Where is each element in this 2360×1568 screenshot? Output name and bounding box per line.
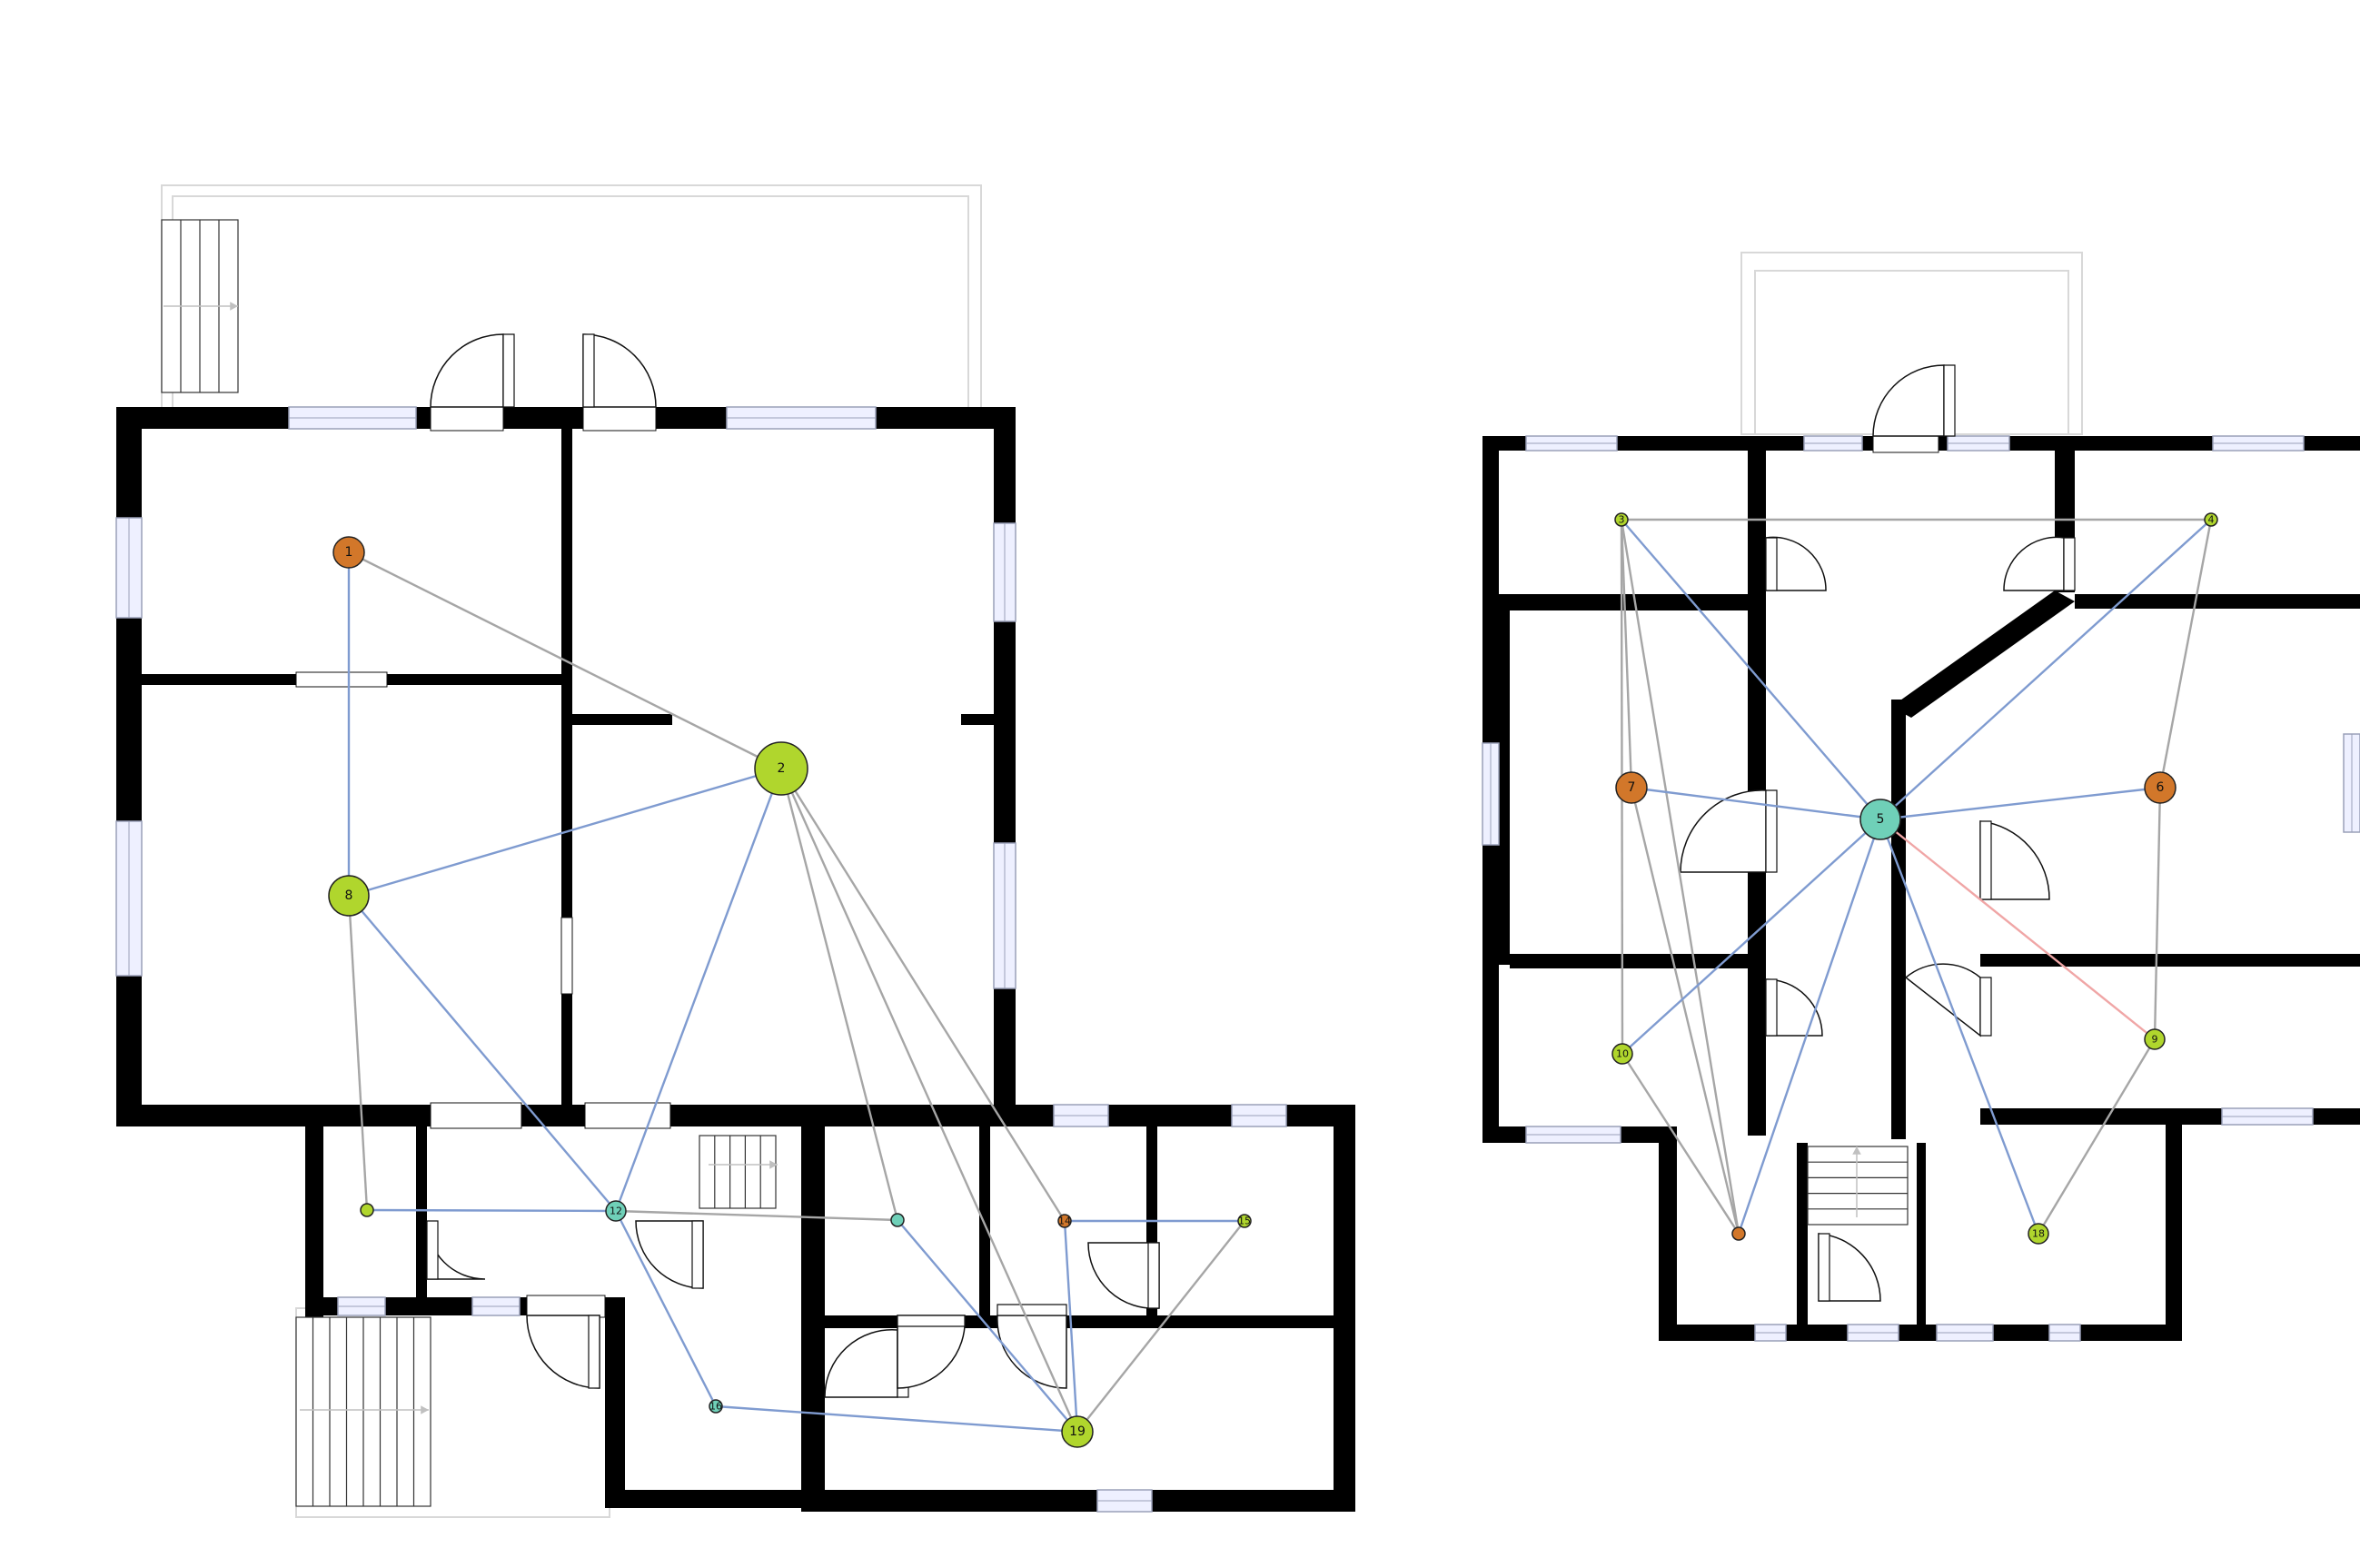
door-leaf [1944,365,1955,436]
graph-node-label: 7 [1628,780,1636,795]
door-leaf [1766,979,1777,1036]
door-leaf [1819,1234,1829,1301]
graph-node-label: 2 [778,761,786,776]
wall [1659,1325,2180,1341]
wall [961,714,994,725]
outline [162,185,981,411]
door-opening [583,405,656,431]
wall [2166,1110,2182,1341]
wall [416,1126,427,1297]
graph-node-label: 19 [1069,1424,1086,1439]
wall [1334,1105,1355,1512]
graph-node-label: 4 [2208,514,2215,526]
door-leaf [1148,1243,1159,1308]
wall [1510,954,1759,968]
graph-node-label: 16 [709,1401,722,1413]
wall [1891,700,1906,1139]
graph-node-label: 3 [1619,514,1625,526]
graph-node-label: 18 [2032,1228,2045,1240]
wall [801,1490,1355,1512]
wall [116,407,142,1126]
door-opening [585,1103,670,1128]
graph-edge [2155,788,2160,1039]
door-leaf [1980,978,1991,1036]
door-swing [2004,537,2064,590]
graph-edge [349,896,616,1211]
door-swing [825,1330,897,1397]
graph-edge [1622,1054,1739,1234]
door-opening [1873,434,1939,452]
wall [305,1105,323,1323]
door-leaf [897,1315,965,1326]
door-leaf [1980,821,1991,899]
graph-node-label: 1 [345,545,353,560]
wall [1482,594,1753,610]
graph-edge [1621,520,1631,788]
graph-node-label: 5 [1877,812,1885,827]
graph-node [361,1204,373,1216]
graph-edge [349,896,367,1210]
door-leaf [2064,538,2075,590]
door-leaf [589,1315,600,1388]
graph-node-label: 8 [345,888,353,903]
door-leaf [1766,538,1777,590]
wall [1797,1143,1808,1325]
graph-node-label: 10 [1616,1048,1629,1060]
door-opening [527,1295,605,1317]
door-opening [431,405,503,431]
door-swing [431,334,503,407]
wall [1980,954,2360,967]
door-leaf [692,1221,703,1288]
wall [116,407,1016,429]
graph-node-label: 14 [1058,1216,1071,1227]
wall-diagonal [1891,590,2075,718]
door-leaf [503,334,514,407]
door-opening [431,1103,521,1128]
graph-edge [616,1211,897,1220]
door-leaf [1766,790,1777,872]
graph-node-label: 12 [610,1206,622,1217]
wall [561,429,572,1105]
wall [801,1315,1355,1328]
wall [1499,609,1510,965]
graph-edge [716,1406,1077,1432]
wall [1748,436,1766,1136]
wall [994,407,1016,1126]
stair-frame [699,1136,776,1208]
wall [605,1490,814,1508]
door-swing [1906,964,1980,1036]
door-leaf [583,334,594,407]
graph-edge [1880,788,2160,819]
wall [572,714,672,725]
graph-node-label: 9 [2152,1034,2158,1046]
graph-edge [2038,1039,2155,1234]
graph-edge [781,769,897,1220]
graph-edge [367,1210,616,1211]
outline [173,196,968,414]
graph-node-label: 15 [1238,1216,1251,1227]
door-opening [561,918,572,994]
graph-node [1732,1227,1745,1240]
door-leaf [427,1221,438,1279]
wall [2075,594,2360,609]
door-swing [1873,365,1944,436]
wall [1659,1126,1677,1341]
stair-frame [1808,1146,1908,1225]
graph-node-label: 6 [2157,780,2165,795]
wall [801,1105,825,1508]
wall [605,1297,625,1506]
door-leaf [997,1305,1066,1315]
wall [1917,1143,1926,1325]
wall [116,1105,309,1126]
graph-node [891,1214,904,1226]
door-opening [296,672,387,687]
